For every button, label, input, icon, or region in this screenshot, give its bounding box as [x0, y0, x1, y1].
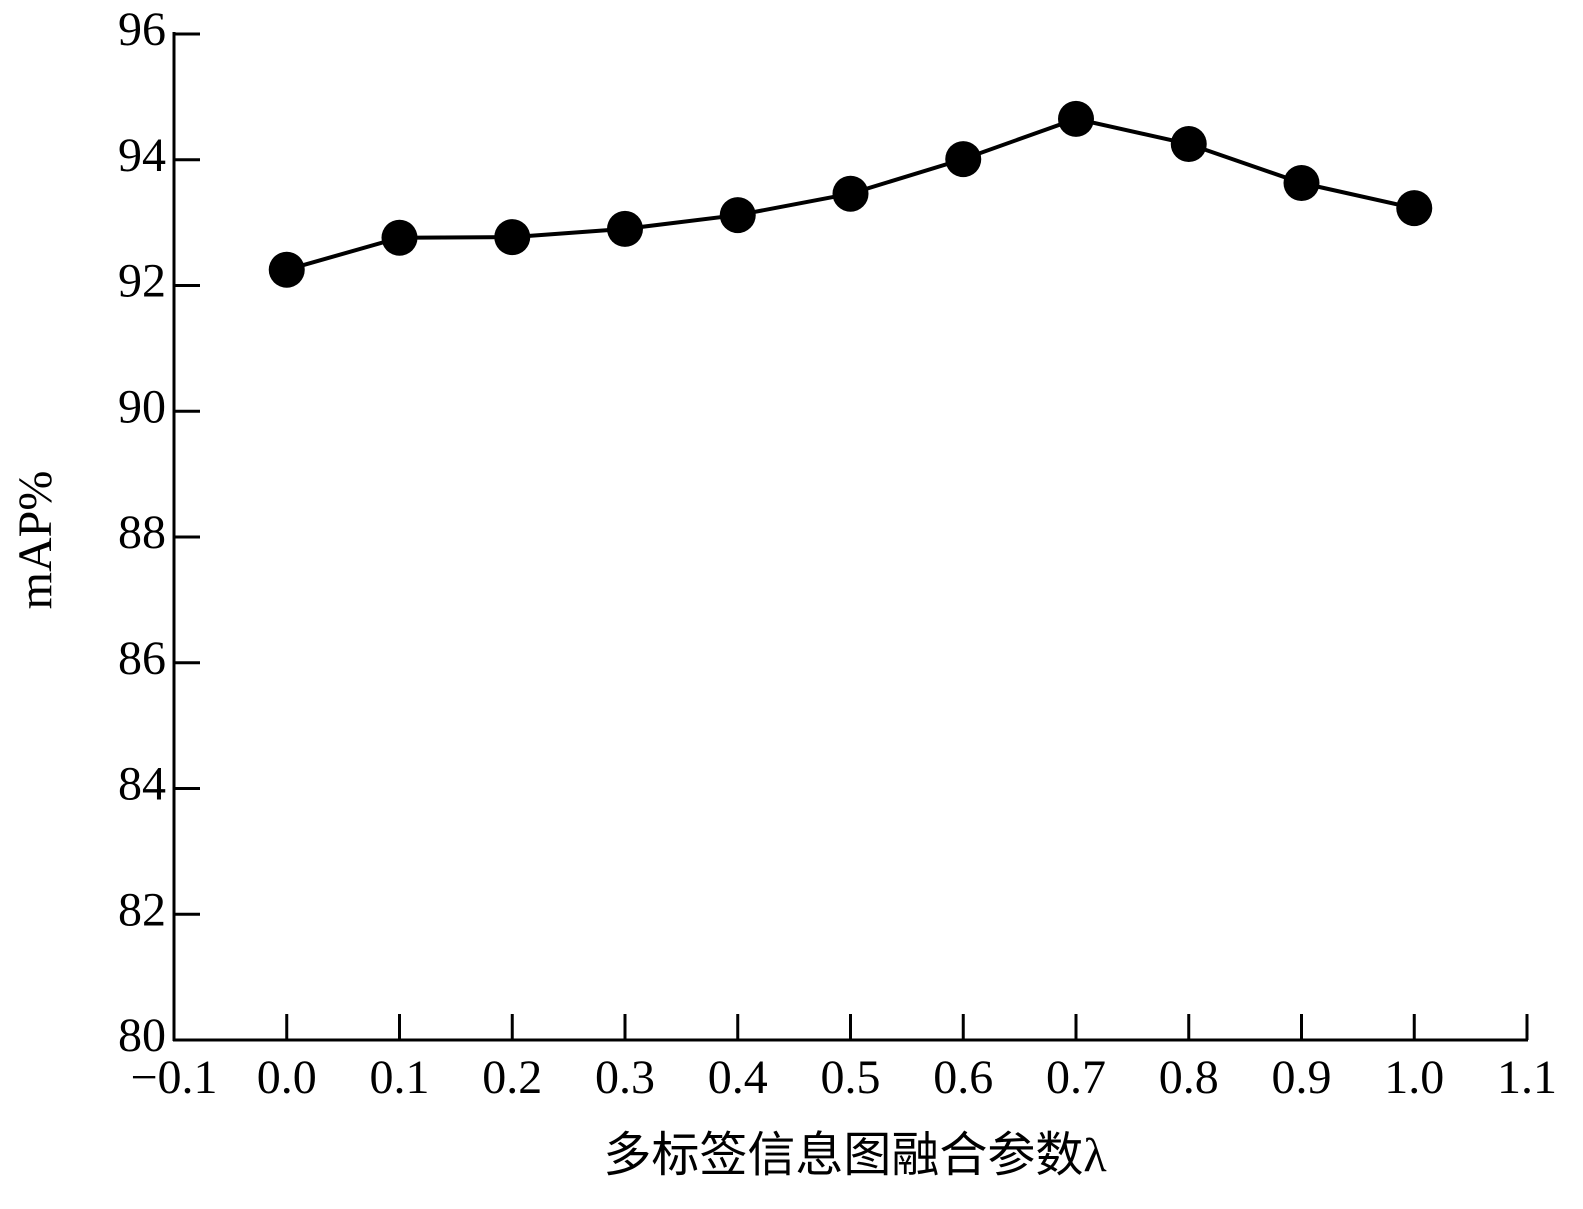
x-tick-label: 1.1	[1497, 1051, 1557, 1104]
x-tick-label: 1.0	[1384, 1051, 1444, 1104]
data-point	[719, 197, 756, 234]
x-tick-label: 0.8	[1159, 1051, 1219, 1104]
data-point	[494, 219, 531, 256]
data-point	[1283, 165, 1320, 202]
y-tick-label: 80	[118, 1009, 166, 1062]
data-point	[607, 210, 643, 247]
x-tick-label: 0.7	[1046, 1051, 1106, 1104]
data-point	[1396, 190, 1433, 227]
y-tick-label: 90	[118, 380, 166, 433]
data-point	[1058, 100, 1094, 137]
data-point	[945, 141, 982, 178]
data-point	[268, 251, 305, 288]
y-tick-label: 84	[118, 758, 166, 811]
x-tick-label: 0.1	[370, 1051, 430, 1104]
x-tick-label: 0.2	[482, 1051, 542, 1104]
x-tick-label: 0.3	[595, 1051, 655, 1104]
y-axis-label: mAP%	[9, 471, 62, 610]
x-tick-label: 0.0	[257, 1051, 317, 1104]
y-tick-label: 94	[118, 129, 166, 182]
y-tick-label: 88	[118, 506, 166, 559]
data-point	[381, 219, 418, 256]
x-axis-label: 多标签信息图融合参数λ	[603, 1129, 1107, 1182]
y-tick-label: 92	[118, 255, 166, 308]
x-tick-label: 0.4	[708, 1051, 768, 1104]
x-tick-label: −0.1	[130, 1051, 217, 1104]
y-tick-label: 86	[118, 632, 166, 685]
x-tick-label: 0.5	[821, 1051, 881, 1104]
x-tick-label: 0.6	[933, 1051, 993, 1104]
y-tick-label: 96	[118, 3, 166, 56]
data-point	[1170, 126, 1207, 163]
y-tick-label: 82	[118, 883, 166, 936]
x-tick-label: 0.9	[1272, 1051, 1332, 1104]
data-point	[832, 175, 869, 212]
